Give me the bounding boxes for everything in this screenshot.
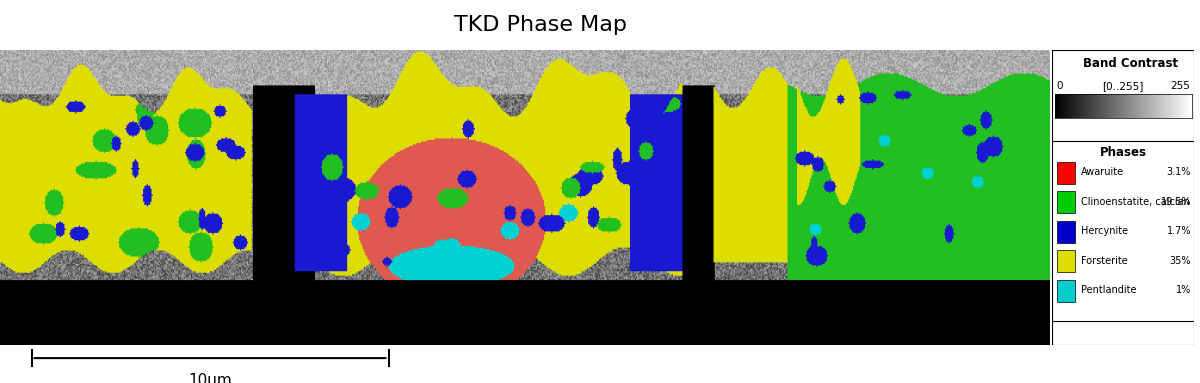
Bar: [1057, 280, 1075, 302]
Text: 10μm: 10μm: [188, 373, 232, 383]
Text: [0..255]: [0..255]: [1103, 81, 1144, 91]
Text: 35%: 35%: [1170, 255, 1192, 266]
Text: 1%: 1%: [1176, 285, 1192, 295]
Text: 1.7%: 1.7%: [1166, 226, 1192, 236]
Text: 255: 255: [1170, 81, 1189, 91]
Bar: [1057, 221, 1075, 243]
Text: Clinoenstatite, calcian: Clinoenstatite, calcian: [1081, 196, 1189, 207]
Text: Hercynite: Hercynite: [1081, 226, 1128, 236]
Text: Phases: Phases: [1099, 146, 1147, 159]
Text: Forsterite: Forsterite: [1081, 255, 1128, 266]
Text: 0: 0: [1057, 81, 1063, 91]
Text: 19.5%: 19.5%: [1160, 196, 1192, 207]
Bar: [1057, 162, 1075, 184]
Text: TKD Phase Map: TKD Phase Map: [454, 15, 626, 35]
Text: Pentlandite: Pentlandite: [1081, 285, 1136, 295]
Text: 3.1%: 3.1%: [1166, 167, 1192, 177]
Text: Awaruite: Awaruite: [1081, 167, 1124, 177]
Text: Band Contrast: Band Contrast: [1082, 57, 1178, 70]
Bar: [1057, 192, 1075, 213]
Bar: [1057, 250, 1075, 272]
